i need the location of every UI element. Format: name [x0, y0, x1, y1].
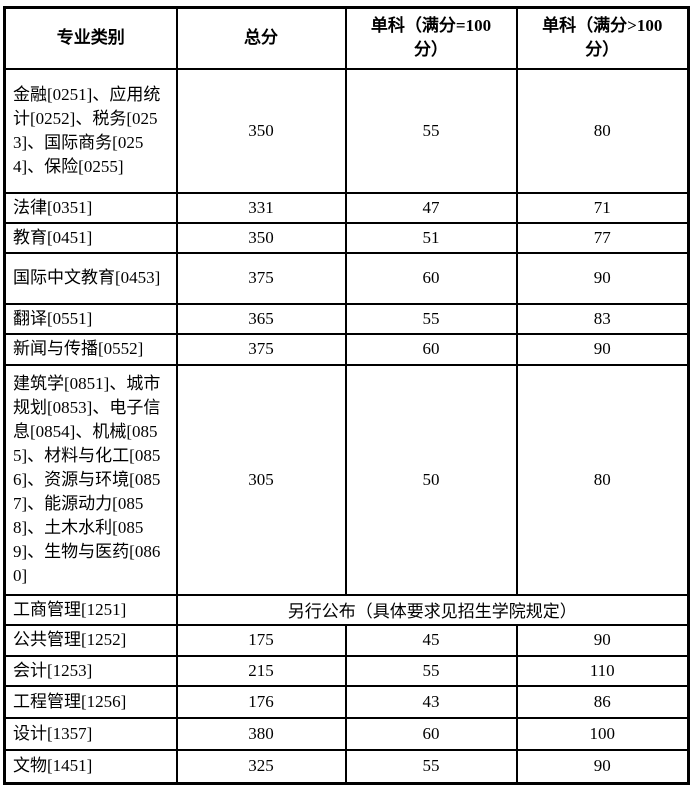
single-subject-gt-100-cell: 71	[515, 191, 690, 224]
single-subject-gt-100-cell: 90	[515, 748, 690, 785]
total-score-cell: 350	[175, 67, 347, 194]
total-score-cell: 176	[175, 684, 347, 719]
total-score-cell: 350	[175, 221, 347, 254]
single-subject-eq-100-cell: 45	[344, 623, 518, 657]
single-subject-gt-100-cell: 90	[515, 623, 690, 657]
category-cell: 文物[1451]	[3, 748, 178, 785]
total-score-cell: 365	[175, 302, 347, 335]
header-major-category: 专业类别	[3, 6, 178, 70]
table-row: 法律[0351] 331 47 71	[3, 191, 690, 224]
table-row: 文物[1451] 325 55 90	[3, 748, 690, 785]
total-score-cell: 325	[175, 748, 347, 785]
single-subject-eq-100-cell: 55	[344, 748, 518, 785]
category-cell: 工商管理[1251]	[3, 593, 178, 626]
single-subject-gt-100-cell: 77	[515, 221, 690, 254]
header-total-score: 总分	[175, 6, 347, 70]
total-score-cell: 375	[175, 332, 347, 366]
header-row: 专业类别 总分 单科（满分=100 分） 单科（满分>100 分）	[3, 6, 690, 70]
category-cell: 教育[0451]	[3, 221, 178, 254]
category-cell: 国际中文教育[0453]	[3, 251, 178, 305]
category-cell: 设计[1357]	[3, 716, 178, 751]
table-row: 工商管理[1251] 另行公布（具体要求见招生学院规定）	[3, 593, 690, 626]
table-row: 金融[0251]、应用统计[0252]、税务[0253]、国际商务[0254]、…	[3, 67, 690, 194]
total-score-cell: 175	[175, 623, 347, 657]
category-cell: 公共管理[1252]	[3, 623, 178, 657]
category-cell: 金融[0251]、应用统计[0252]、税务[0253]、国际商务[0254]、…	[3, 67, 178, 194]
header-single-subject-gt-100: 单科（满分>100 分）	[515, 6, 690, 70]
single-subject-gt-100-cell: 100	[515, 716, 690, 751]
table-row: 国际中文教育[0453] 375 60 90	[3, 251, 690, 305]
single-subject-eq-100-cell: 55	[344, 302, 518, 335]
single-subject-eq-100-cell: 50	[344, 363, 518, 596]
single-subject-eq-100-cell: 55	[344, 654, 518, 687]
table-row: 建筑学[0851]、城市规划[0853]、电子信息[0854]、机械[0855]…	[3, 363, 690, 596]
single-subject-gt-100-cell: 86	[515, 684, 690, 719]
single-subject-eq-100-cell: 60	[344, 716, 518, 751]
table-row: 工程管理[1256] 176 43 86	[3, 684, 690, 719]
admission-score-table: 专业类别 总分 单科（满分=100 分） 单科（满分>100 分） 金融[025…	[3, 6, 690, 785]
table-row: 设计[1357] 380 60 100	[3, 716, 690, 751]
category-cell: 新闻与传播[0552]	[3, 332, 178, 366]
table-row: 教育[0451] 350 51 77	[3, 221, 690, 254]
single-subject-eq-100-cell: 43	[344, 684, 518, 719]
single-subject-gt-100-cell: 83	[515, 302, 690, 335]
single-subject-gt-100-cell: 110	[515, 654, 690, 687]
single-subject-eq-100-cell: 60	[344, 332, 518, 366]
category-cell: 工程管理[1256]	[3, 684, 178, 719]
single-subject-eq-100-cell: 60	[344, 251, 518, 305]
single-subject-eq-100-cell: 47	[344, 191, 518, 224]
category-cell: 翻译[0551]	[3, 302, 178, 335]
table-row: 会计[1253] 215 55 110	[3, 654, 690, 687]
single-subject-eq-100-cell: 51	[344, 221, 518, 254]
total-score-cell: 375	[175, 251, 347, 305]
table-row: 新闻与传播[0552] 375 60 90	[3, 332, 690, 366]
table-row: 翻译[0551] 365 55 83	[3, 302, 690, 335]
total-score-cell: 380	[175, 716, 347, 751]
category-cell: 法律[0351]	[3, 191, 178, 224]
total-score-cell: 331	[175, 191, 347, 224]
single-subject-eq-100-cell: 55	[344, 67, 518, 194]
table-row: 公共管理[1252] 175 45 90	[3, 623, 690, 657]
header-single-subject-eq-100: 单科（满分=100 分）	[344, 6, 518, 70]
total-score-cell: 305	[175, 363, 347, 596]
single-subject-gt-100-cell: 80	[515, 67, 690, 194]
single-subject-gt-100-cell: 90	[515, 251, 690, 305]
category-cell: 会计[1253]	[3, 654, 178, 687]
total-score-cell: 215	[175, 654, 347, 687]
category-cell: 建筑学[0851]、城市规划[0853]、电子信息[0854]、机械[0855]…	[3, 363, 178, 596]
single-subject-gt-100-cell: 80	[515, 363, 690, 596]
single-subject-gt-100-cell: 90	[515, 332, 690, 366]
merged-note-cell: 另行公布（具体要求见招生学院规定）	[175, 593, 690, 626]
